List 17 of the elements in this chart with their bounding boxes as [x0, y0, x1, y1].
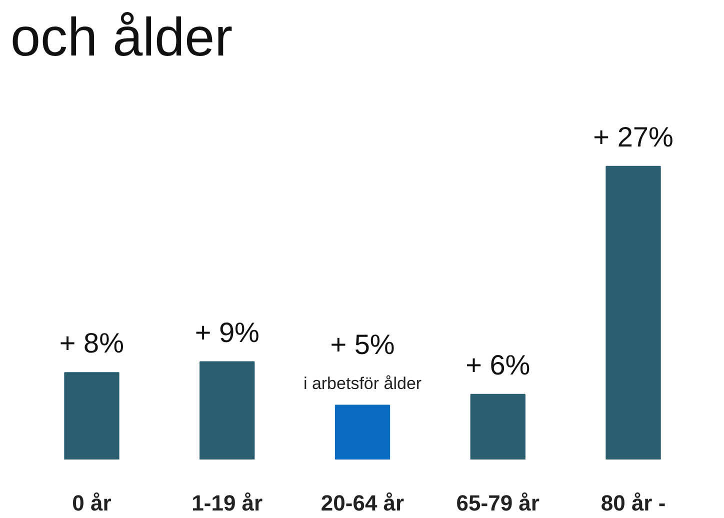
- data-label: + 27%: [593, 121, 674, 152]
- chart-title: och ålder: [10, 8, 233, 68]
- bar: [200, 361, 255, 460]
- data-label: + 5%: [330, 329, 395, 360]
- x-tick-label: 1-19 år: [192, 490, 264, 516]
- bar: [64, 372, 120, 460]
- x-tick-label: 65-79 år: [456, 490, 540, 516]
- data-label: + 8%: [59, 328, 124, 359]
- x-tick-label: 80 år -: [600, 490, 666, 516]
- bar: [334, 404, 390, 460]
- data-label: + 9%: [194, 316, 260, 348]
- x-tick-label: 0 år: [72, 490, 112, 516]
- bar: [606, 166, 661, 460]
- data-label: + 6%: [466, 349, 530, 380]
- bar: [470, 394, 526, 460]
- x-tick-label: 20-64 år: [320, 490, 405, 516]
- annotation: i arbetsför ålder: [303, 374, 422, 394]
